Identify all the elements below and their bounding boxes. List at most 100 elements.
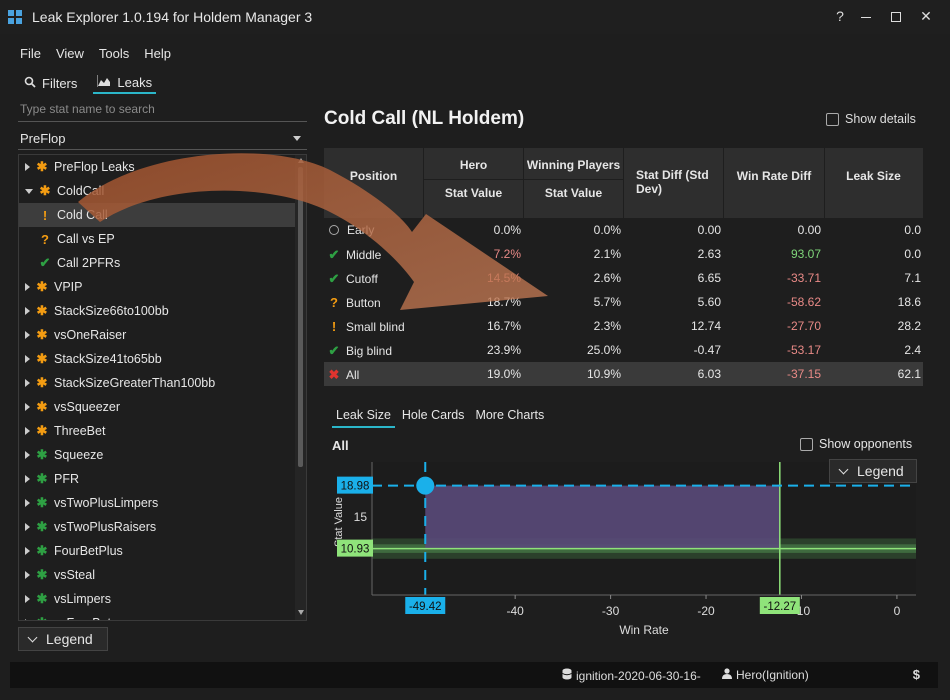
database-icon xyxy=(562,668,572,683)
table-row[interactable]: Early 0.0% 0.0% 0.00 0.00 0.0 xyxy=(324,218,923,242)
chevron-right-icon[interactable] xyxy=(25,355,30,363)
table-row[interactable]: ✖ All 19.0% 10.9% 6.03 -37.15 62.1 xyxy=(324,362,923,386)
player-status[interactable]: Hero(Ignition) xyxy=(722,668,809,682)
table-row[interactable]: ✔ Big blind 23.9% 25.0% -0.47 -53.17 2.4 xyxy=(324,338,923,362)
chevron-right-icon[interactable] xyxy=(25,379,30,387)
asterisk-icon: ✱ xyxy=(36,303,48,318)
col-position[interactable]: Position xyxy=(349,169,398,183)
tree-item[interactable]: ✱ PreFlop Leaks xyxy=(19,155,295,179)
sidebar-legend-button[interactable]: Legend xyxy=(18,627,108,651)
col-hero-stat[interactable]: Stat Value xyxy=(444,186,503,200)
currency-icon[interactable]: $ xyxy=(912,667,920,682)
scroll-thumb[interactable] xyxy=(298,167,303,467)
stat-search xyxy=(18,98,307,122)
window-title: Leak Explorer 1.0.194 for Holdem Manager… xyxy=(32,9,313,25)
menu-tools[interactable]: Tools xyxy=(98,46,130,61)
chevron-right-icon[interactable] xyxy=(25,331,30,339)
tab-leaks[interactable]: Leaks xyxy=(93,72,157,94)
show-details-checkbox[interactable] xyxy=(826,112,839,126)
chevron-right-icon[interactable] xyxy=(25,499,30,507)
position-cell: Early xyxy=(328,223,374,237)
tab-hole-cards[interactable]: Hole Cards xyxy=(401,408,465,422)
table-row[interactable]: ✔ Cutoff 14.5% 2.6% 6.65 -33.71 7.1 xyxy=(324,266,923,290)
tab-more-charts[interactable]: More Charts xyxy=(475,408,545,422)
menu-view[interactable]: View xyxy=(55,46,84,61)
col-winning-stat[interactable]: Stat Value xyxy=(544,186,603,200)
asterisk-icon: ✱ xyxy=(36,567,48,582)
database-status[interactable]: ignition-2020-06-30-16- xyxy=(562,668,701,683)
show-opponents-toggle[interactable]: Show opponents xyxy=(800,437,912,451)
tree-scrollbar[interactable] xyxy=(295,155,306,620)
tree-item[interactable]: ✱ vsLimpers xyxy=(19,587,295,611)
tree-item[interactable]: ? Call vs EP xyxy=(19,227,295,251)
close-button[interactable]: ✕ xyxy=(920,8,932,24)
col-hero[interactable]: Hero xyxy=(459,158,488,172)
tree-item[interactable]: ✱ ThreeBet xyxy=(19,419,295,443)
stat-search-input[interactable] xyxy=(20,102,305,116)
chart-legend-label: Legend xyxy=(857,463,904,479)
status-bar: ignition-2020-06-30-16- Hero(Ignition) $ xyxy=(10,662,938,688)
help-button[interactable]: ? xyxy=(836,8,844,24)
chevron-right-icon[interactable] xyxy=(25,163,30,171)
table-row[interactable]: ! Small blind 16.7% 2.3% 12.74 -27.70 28.2 xyxy=(324,314,923,338)
chevron-right-icon[interactable] xyxy=(25,403,30,411)
menu-file[interactable]: File xyxy=(20,46,41,61)
check-icon: ✔ xyxy=(328,271,340,286)
stat-diff-cell: 5.60 xyxy=(697,295,721,309)
tree-item[interactable]: ✱ ColdCall xyxy=(19,179,295,203)
chevron-right-icon[interactable] xyxy=(25,307,30,315)
chevron-right-icon[interactable] xyxy=(25,619,30,620)
chevron-right-icon[interactable] xyxy=(25,427,30,435)
chevron-right-icon[interactable] xyxy=(25,571,30,579)
tree-item[interactable]: ✱ StackSize41to65bb xyxy=(19,347,295,371)
leak-size-cell: 0.0 xyxy=(904,223,921,237)
tree-item[interactable]: ✱ VPIP xyxy=(19,275,295,299)
chevron-right-icon[interactable] xyxy=(25,283,30,291)
chart-legend-button[interactable]: Legend xyxy=(829,459,917,483)
minimize-button[interactable] xyxy=(856,8,876,24)
tab-leak-size[interactable]: Leak Size xyxy=(332,406,395,428)
tree-item[interactable]: ✱ vsTwoPlusRaisers xyxy=(19,515,295,539)
tree-item[interactable]: ✱ StackSizeGreaterThan100bb xyxy=(19,371,295,395)
tree-item[interactable]: ✱ vsSqueezer xyxy=(19,395,295,419)
tree-item[interactable]: ✱ Squeeze xyxy=(19,443,295,467)
chevron-down-icon[interactable] xyxy=(25,188,33,194)
category-select[interactable]: PreFlop xyxy=(18,128,307,150)
tree-item[interactable]: ✱ vsOneRaiser xyxy=(19,323,295,347)
tab-filters[interactable]: Filters xyxy=(20,72,81,94)
tree-item[interactable]: ! Cold Call xyxy=(19,203,295,227)
tree-item-label: StackSize66to100bb xyxy=(54,304,169,318)
col-leak-size[interactable]: Leak Size xyxy=(846,169,901,183)
show-opponents-checkbox[interactable] xyxy=(800,437,813,451)
table-row[interactable]: ✔ Middle 7.2% 2.1% 2.63 93.07 0.0 xyxy=(324,242,923,266)
tree-item[interactable]: ✱ vsSteal xyxy=(19,563,295,587)
chevron-right-icon[interactable] xyxy=(25,451,30,459)
show-details-toggle[interactable]: Show details xyxy=(826,112,916,126)
hero-stat-cell: 16.7% xyxy=(486,319,521,333)
menu-help[interactable]: Help xyxy=(144,46,172,61)
hero-x-badge: -49.42 xyxy=(409,601,442,613)
maximize-button[interactable] xyxy=(886,8,906,24)
col-win-rate-diff[interactable]: Win Rate Diff xyxy=(736,169,812,183)
y-axis-label: Stat Value xyxy=(333,497,345,547)
chevron-right-icon[interactable] xyxy=(25,523,30,531)
winning-stat-cell: 2.3% xyxy=(593,319,621,333)
tree-item[interactable]: ✱ vsTwoPlusLimpers xyxy=(19,491,295,515)
hero-y-badge: 18.98 xyxy=(341,481,370,493)
tree-item[interactable]: ✱ FourBetPlus xyxy=(19,539,295,563)
col-winning[interactable]: Winning Players xyxy=(526,158,621,172)
col-stat-diff[interactable]: Stat Diff (Std Dev) xyxy=(636,168,709,196)
tree-item-label: ThreeBet xyxy=(54,424,106,438)
scroll-up-icon[interactable] xyxy=(298,158,304,163)
tree-item[interactable]: ✱ vsFourBet xyxy=(19,611,295,620)
circle-icon xyxy=(329,225,339,235)
chevron-right-icon[interactable] xyxy=(25,547,30,555)
tree-item[interactable]: ✔ Call 2PFRs xyxy=(19,251,295,275)
chevron-right-icon[interactable] xyxy=(25,595,30,603)
table-row[interactable]: ? Button 18.7% 5.7% 5.60 -58.62 18.6 xyxy=(324,290,923,314)
chevron-right-icon[interactable] xyxy=(25,475,30,483)
scroll-down-icon[interactable] xyxy=(298,610,304,615)
stat-diff-cell: 2.63 xyxy=(697,247,721,261)
tree-item[interactable]: ✱ StackSize66to100bb xyxy=(19,299,295,323)
tree-item[interactable]: ✱ PFR xyxy=(19,467,295,491)
